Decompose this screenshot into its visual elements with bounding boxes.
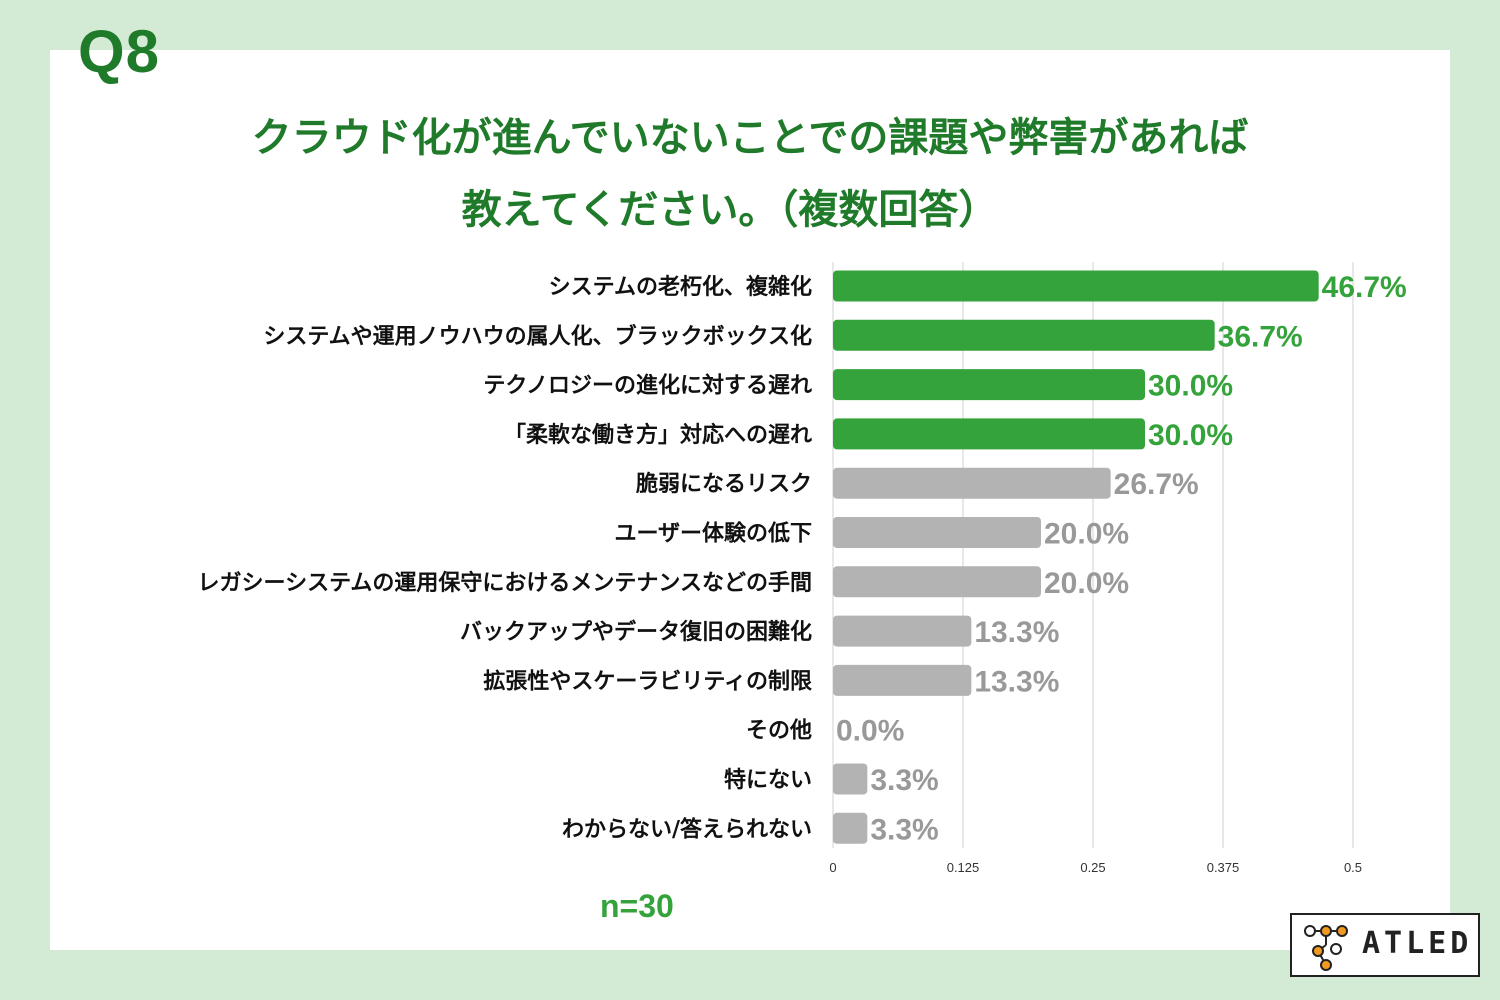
x-tick-label: 0.5	[1344, 860, 1362, 875]
value-label: 20.0%	[1044, 567, 1129, 600]
bars	[833, 270, 1319, 844]
bar	[833, 467, 1111, 499]
category-label: 脆弱になるリスク	[636, 471, 812, 497]
chart-title-line-2: 教えてください。（複数回答）	[461, 187, 999, 233]
x-tick-label: 0	[829, 860, 836, 875]
category-label: バックアップやデータ復旧の困難化	[460, 619, 812, 645]
category-labels: システムの老朽化、複雑化システムや運用ノウハウの属人化、ブラックボックス化テクノ…	[198, 274, 812, 842]
category-label: わからない/答えられない	[562, 816, 812, 842]
value-label: 26.7%	[1114, 468, 1199, 501]
value-label: 13.3%	[974, 616, 1059, 649]
bar	[833, 812, 868, 844]
bar	[833, 418, 1145, 450]
value-label: 36.7%	[1218, 320, 1303, 353]
sample-size-label: n=30	[600, 888, 674, 924]
bar	[833, 566, 1041, 598]
x-tick-label: 0.375	[1207, 860, 1240, 875]
value-label: 46.7%	[1322, 271, 1407, 304]
category-label: その他	[746, 719, 812, 744]
category-label: 特にない	[724, 767, 812, 793]
chart-card	[50, 50, 1450, 950]
x-tick-label: 0.125	[947, 860, 980, 875]
value-label: 0.0%	[836, 715, 904, 748]
logo-mark-icon	[1304, 925, 1348, 971]
bar	[833, 517, 1041, 548]
value-label: 3.3%	[870, 764, 938, 797]
category-label: レガシーシステムの運用保守におけるメンテナンスなどの手間	[198, 570, 812, 596]
value-label: 30.0%	[1148, 419, 1233, 452]
question-number: Q8	[78, 18, 161, 85]
category-label: テクノロジーの進化に対する遅れ	[483, 373, 812, 399]
logo-text: ATLED	[1362, 926, 1473, 961]
bar	[833, 615, 972, 647]
value-label: 30.0%	[1148, 370, 1233, 403]
bar	[833, 763, 868, 795]
bar	[833, 664, 972, 696]
bar	[833, 270, 1319, 302]
chart-title-line-1: クラウド化が進んでいないことでの課題や弊害があれば	[251, 115, 1249, 161]
value-labels: 46.7% 36.7% 30.0% 30.0% 26.7% 20.0% 20.0% 13.3%…	[836, 271, 1407, 846]
bar	[833, 369, 1145, 401]
value-label: 20.0%	[1044, 518, 1129, 551]
x-tick-label: 0.25	[1080, 860, 1105, 875]
x-axis-ticks: 0 0.125 0.25 0.375 0.5	[829, 860, 1362, 875]
bar	[833, 319, 1215, 351]
category-label: 「柔軟な働き方」対応への遅れ	[504, 422, 812, 448]
atled-logo: ATLED	[1290, 913, 1480, 977]
grid-lines	[832, 262, 1354, 848]
value-label: 13.3%	[974, 665, 1059, 698]
category-label: システムの老朽化、複雑化	[549, 274, 812, 300]
value-label: 3.3%	[870, 813, 938, 846]
category-label: 拡張性やスケーラビリティの制限	[483, 669, 812, 694]
category-label: ユーザー体験の低下	[614, 522, 812, 547]
category-label: システムや運用ノウハウの属人化、ブラックボックス化	[263, 323, 812, 349]
